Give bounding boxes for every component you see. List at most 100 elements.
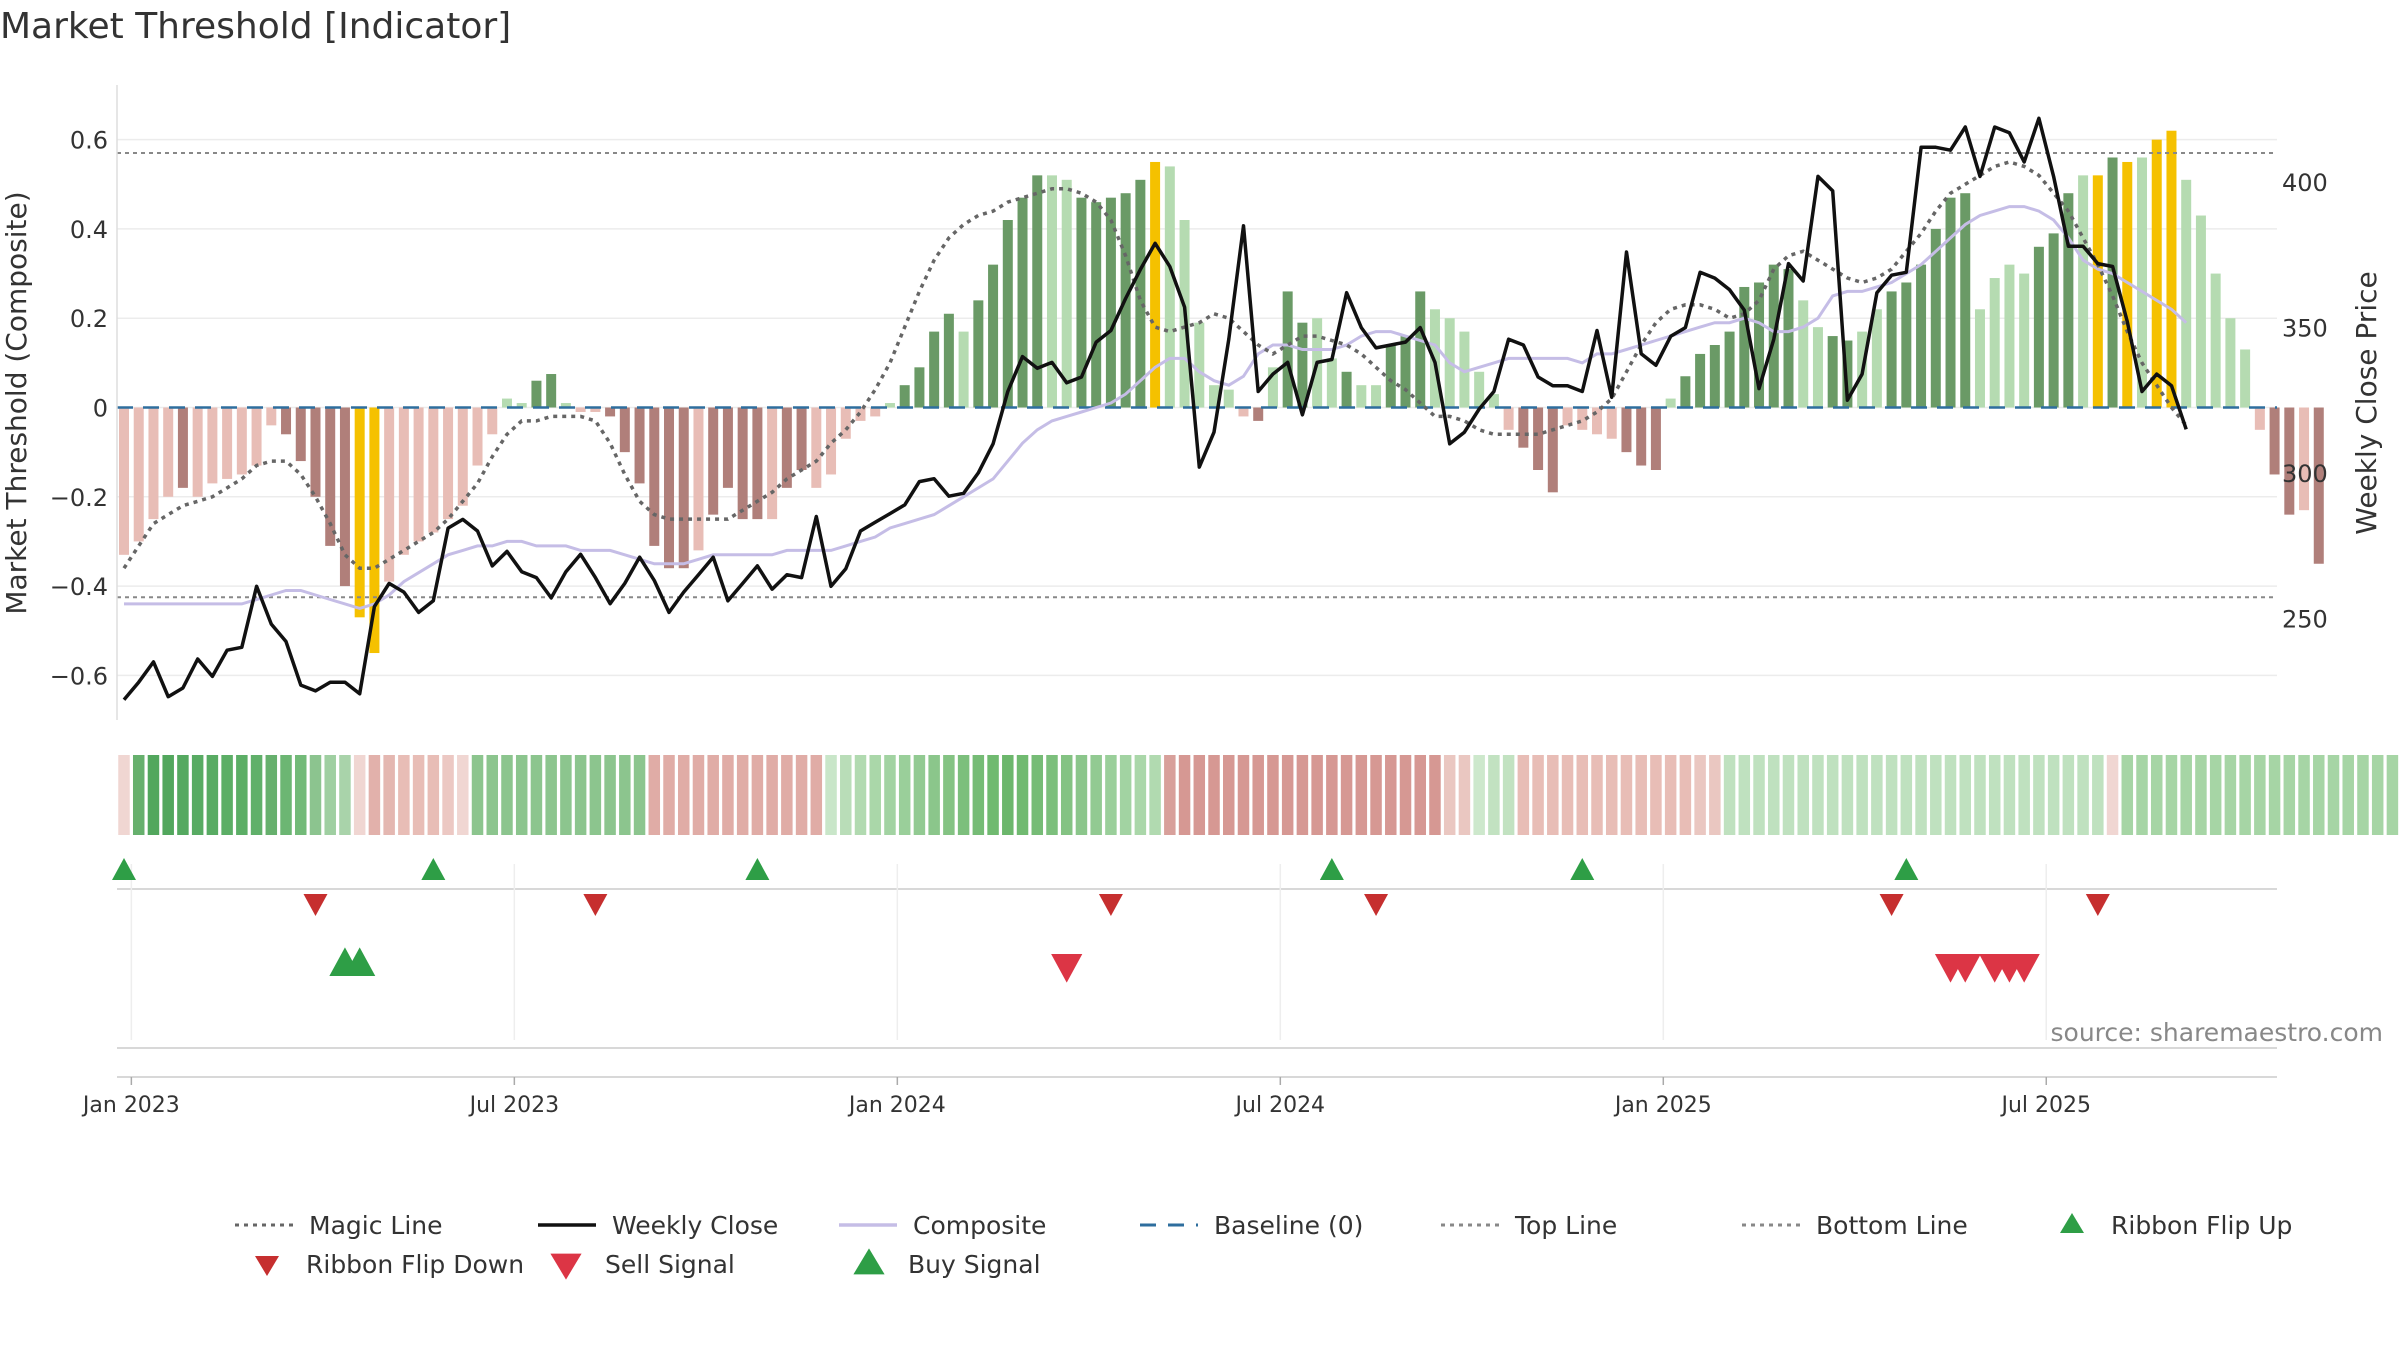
ribbon-segment (604, 755, 616, 835)
ribbon-segment (1458, 755, 1471, 835)
ribbon-segment (1355, 755, 1368, 835)
ribbon-segment (132, 755, 145, 835)
ribbon-segment (2047, 755, 2060, 835)
histogram-bar (1680, 376, 1691, 408)
ribbon-segment (2136, 755, 2148, 835)
ribbon-segment (1885, 755, 1898, 835)
histogram-bar (2004, 264, 2015, 408)
ribbon-segment (2180, 755, 2192, 835)
y-tick-left: −0.2 (50, 484, 108, 512)
ribbon-segment (1002, 755, 1014, 835)
x-axis: Jan 2023 Jul 2023 Jan 2024 Jul 2024 Jan 2025… (81, 1077, 2091, 1118)
ribbon-segment (2033, 755, 2045, 835)
ribbon-segment (1988, 755, 2001, 835)
histogram-bar (708, 407, 719, 515)
x-tick-label: Jan 2023 (81, 1093, 180, 1118)
ribbon-segment (1281, 755, 1294, 835)
ribbon-segment (515, 755, 528, 835)
histogram-bar (2048, 233, 2059, 408)
histogram-bar (1253, 407, 1264, 421)
histogram-bar (664, 407, 675, 569)
histogram-bar (501, 398, 512, 408)
ribbon-segment (1326, 755, 1338, 835)
signal-markers (112, 858, 2277, 1078)
series-lines (117, 116, 2277, 701)
ribbon-segment (1576, 755, 1589, 835)
histogram-bar (796, 407, 807, 470)
histogram-bar (1488, 394, 1499, 408)
legend-item-magic-line: Magic Line (235, 1211, 443, 1240)
ribbon-segment (1738, 755, 1751, 835)
histogram-bar (826, 407, 837, 475)
ribbon-segment (898, 755, 911, 835)
ribbon-segment (412, 755, 425, 835)
ribbon-segment (383, 755, 395, 835)
histogram-bar (1194, 322, 1205, 408)
ribbon-segment (501, 755, 513, 835)
histogram-bar (752, 407, 763, 520)
ribbon-segment (221, 755, 233, 835)
histogram-bar (2225, 318, 2236, 408)
histogram-bar (1002, 220, 1013, 408)
ribbon-segment (2283, 755, 2296, 835)
ribbon-segment (1782, 755, 1795, 835)
ribbon-segment (250, 755, 263, 835)
y-tick-left: 0.4 (70, 216, 108, 244)
sell-signal-marker (1051, 954, 1083, 983)
ribbon-segment (191, 755, 204, 835)
ribbon-flip-down-marker (1879, 894, 1904, 916)
ribbon-segment (206, 755, 219, 835)
ribbon-segment (1944, 755, 1957, 835)
ribbon-segment (972, 755, 985, 835)
histogram-bar (1577, 407, 1588, 430)
ribbon-segment (913, 755, 926, 835)
ribbon-segment (722, 755, 734, 835)
legend-item-ribbon-flip-up: Ribbon Flip Up (2060, 1211, 2292, 1240)
ribbon-segment (574, 755, 587, 835)
legend-label: Bottom Line (1816, 1211, 1968, 1240)
ribbon-segment (884, 755, 896, 835)
histogram-bar (339, 407, 350, 587)
ribbon-segment (442, 755, 454, 835)
histogram-bar (1974, 309, 1985, 408)
ribbon-segment (1871, 755, 1883, 835)
ribbon-segment (471, 755, 484, 835)
ribbon-segment (1664, 755, 1677, 835)
histogram-bar (1709, 345, 1720, 408)
histogram-bar (634, 407, 645, 484)
ribbon-segment (795, 755, 808, 835)
histogram-bar (1886, 291, 1897, 408)
ribbon-segment (2077, 755, 2089, 835)
ribbon-segment (810, 755, 823, 835)
histogram-bar (1061, 179, 1072, 408)
histogram-bar (266, 407, 277, 426)
x-tick-label: Jan 2025 (1613, 1093, 1712, 1118)
legend-swatch (550, 1253, 582, 1280)
ribbon-flip-up-marker (745, 858, 770, 880)
x-tick-label: Jul 2024 (1234, 1093, 1326, 1118)
histogram-bar (1209, 385, 1220, 408)
histogram-bar (177, 407, 188, 488)
histogram-bar (1164, 166, 1175, 408)
histogram-bar (192, 407, 203, 497)
ribbon-segment (1267, 755, 1279, 835)
ribbon-segment (162, 755, 174, 835)
ribbon-segment (677, 755, 690, 835)
ribbon-segment (1296, 755, 1309, 835)
ribbon-segment (619, 755, 631, 835)
ribbon-segment (1797, 755, 1809, 835)
ribbon-segment (1340, 755, 1353, 835)
legend-label: Composite (913, 1211, 1046, 1240)
ribbon-segment (1679, 755, 1692, 835)
histogram-bar (546, 374, 557, 408)
ribbon-segment (1694, 755, 1706, 835)
histogram-bar (2240, 349, 2251, 408)
histogram-bar (251, 407, 262, 466)
histogram-bar (1724, 331, 1735, 408)
histogram-bar (678, 407, 689, 569)
y-tick-left: −0.4 (50, 573, 108, 601)
ribbon-segment (1046, 755, 1058, 835)
histogram-bar (369, 407, 380, 654)
histogram-bar (914, 367, 925, 408)
ribbon-segment (2018, 755, 2030, 835)
